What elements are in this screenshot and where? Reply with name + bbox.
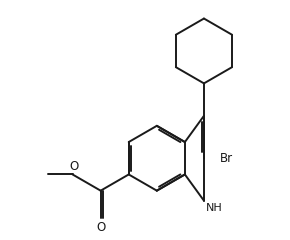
Text: O: O [70,161,79,174]
Text: NH: NH [206,203,222,213]
Text: O: O [96,221,105,234]
Text: Br: Br [220,152,233,165]
